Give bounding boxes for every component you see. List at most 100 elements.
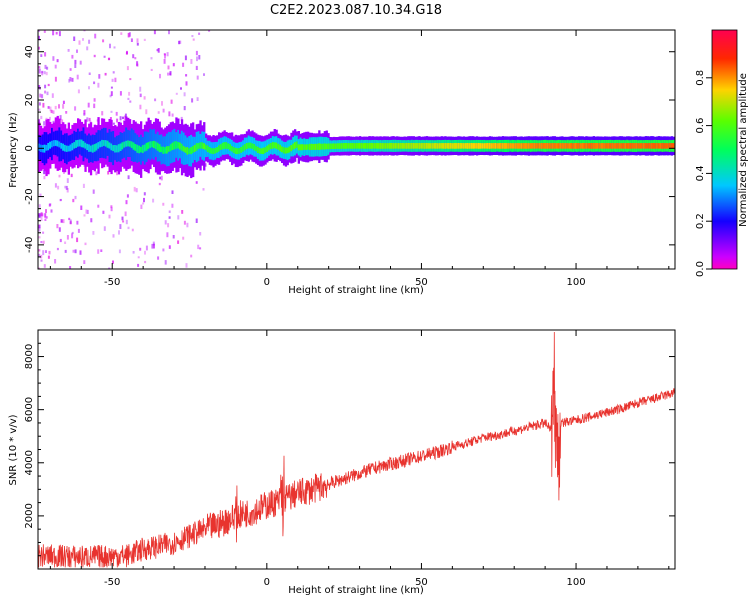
spectrogram-band [488, 143, 492, 149]
spectrogram-speckle [168, 111, 171, 117]
spectrogram-band [208, 147, 211, 154]
spectrogram-speckle [38, 68, 41, 74]
spectrogram-band [388, 143, 391, 149]
spectrogram-speckle [196, 75, 199, 80]
spectrogram-band [238, 148, 241, 154]
spectrogram-band [242, 145, 245, 152]
spectrogram-speckle [67, 49, 70, 52]
spectrogram-band [492, 143, 495, 149]
spectrogram-speckle [107, 171, 110, 175]
spectrogram-speckle [74, 59, 77, 65]
spectrogram-speckle [168, 245, 171, 249]
spectrogram-band [618, 143, 621, 149]
spectrogram-speckle [145, 109, 148, 115]
spectrogram-band [295, 141, 299, 148]
spectrogram-speckle [45, 216, 48, 219]
spectrogram-speckle [125, 219, 128, 225]
colorbar-tick-label: 0.4 [695, 165, 706, 181]
spectrogram-band [264, 147, 267, 153]
spectrogram-band [236, 148, 239, 155]
spectrogram-band [346, 143, 349, 149]
spectrogram-speckle [92, 189, 95, 194]
spectrogram-band [501, 143, 505, 149]
spectrogram-speckle [168, 216, 171, 219]
spectrogram-speckle [175, 92, 178, 95]
spectrogram-speckle [50, 109, 53, 114]
spectrogram-band [214, 148, 217, 154]
spectrogram-band [559, 143, 562, 149]
spectrogram-band [436, 143, 440, 149]
spectrogram-band [58, 141, 61, 148]
spectrogram-speckle [166, 52, 169, 57]
snr-y-axis: 2000 4000 6000 8000 [24, 329, 675, 557]
spectrogram-band [357, 143, 360, 149]
spectrogram-speckle [64, 249, 67, 253]
spectrogram-band [49, 141, 52, 149]
spectrogram-speckle [136, 42, 139, 46]
spectrogram-band [86, 143, 89, 151]
spectrogram-band [69, 144, 72, 152]
x-tick-label: -50 [104, 277, 120, 288]
spectrogram-band [245, 143, 249, 150]
spectrogram-speckle [86, 117, 89, 122]
spectrogram-speckle [83, 260, 86, 264]
spectrogram-speckle [69, 219, 72, 224]
spectrogram-speckle [167, 223, 170, 228]
spectrogram-band [173, 141, 176, 150]
spectrogram-band [225, 142, 228, 149]
spectrogram-band [71, 143, 74, 151]
spectrogram-band [232, 147, 236, 153]
spectrogram-speckle [69, 221, 72, 225]
spectrogram-band [362, 143, 365, 149]
spectrogram-band [364, 143, 367, 149]
spectrogram-speckle [57, 185, 60, 190]
spectrogram-band [243, 144, 247, 151]
spectrogram-speckle [163, 53, 166, 56]
colorbar-tick-label: 0.2 [695, 213, 706, 229]
spectrogram-speckle [56, 59, 59, 63]
spectrogram-speckle [168, 210, 171, 213]
spectrogram-speckle [42, 102, 45, 108]
spectrogram-band [303, 144, 306, 150]
spectrogram-band [284, 147, 288, 154]
spectrogram-speckle [126, 50, 128, 54]
spectrogram-band [557, 143, 560, 149]
spectrogram-speckle [122, 116, 124, 120]
spectrogram-band [338, 143, 341, 149]
x-tick-label: -50 [104, 577, 120, 588]
spectrogram-band [650, 143, 653, 149]
spectrogram-speckle [124, 113, 127, 118]
spectrogram-y-axis: 40 20 0 -20 -40 [24, 39, 675, 258]
spectrogram-band [360, 143, 364, 149]
spectrogram-speckle [43, 170, 46, 175]
spectrogram-speckle [68, 78, 71, 83]
spectrogram-band [631, 143, 634, 149]
spectrogram-speckle [126, 194, 129, 198]
spectrogram-band [192, 146, 195, 154]
spectrogram-frame [37, 29, 676, 270]
spectrogram-speckle [178, 40, 181, 45]
spectrogram-band [154, 141, 158, 150]
spectrogram-band [273, 142, 276, 149]
spectrogram-band [151, 141, 154, 148]
y-tick-label: 40 [24, 45, 35, 58]
spectrogram-speckle [71, 77, 74, 82]
x-tick-label: 100 [567, 577, 586, 588]
spectrogram-speckle [41, 94, 44, 99]
spectrogram-band [166, 146, 169, 154]
spectrogram-band [542, 143, 545, 149]
spectrogram-speckle [108, 267, 111, 269]
spectrogram-speckle [116, 118, 119, 123]
spectrogram-band [642, 143, 646, 149]
spectrogram-band [412, 143, 416, 149]
spectrogram-speckle [171, 190, 174, 194]
spectrogram-speckle [76, 49, 78, 53]
spectrogram-band [253, 144, 256, 151]
spectrogram-band [457, 143, 460, 149]
spectrogram-speckle [128, 32, 131, 37]
spectrogram-band [91, 144, 95, 153]
spectrogram-band [104, 140, 108, 147]
spectrogram-band [433, 143, 436, 149]
spectrogram-speckle [162, 202, 165, 206]
spectrogram-speckle [128, 91, 131, 96]
